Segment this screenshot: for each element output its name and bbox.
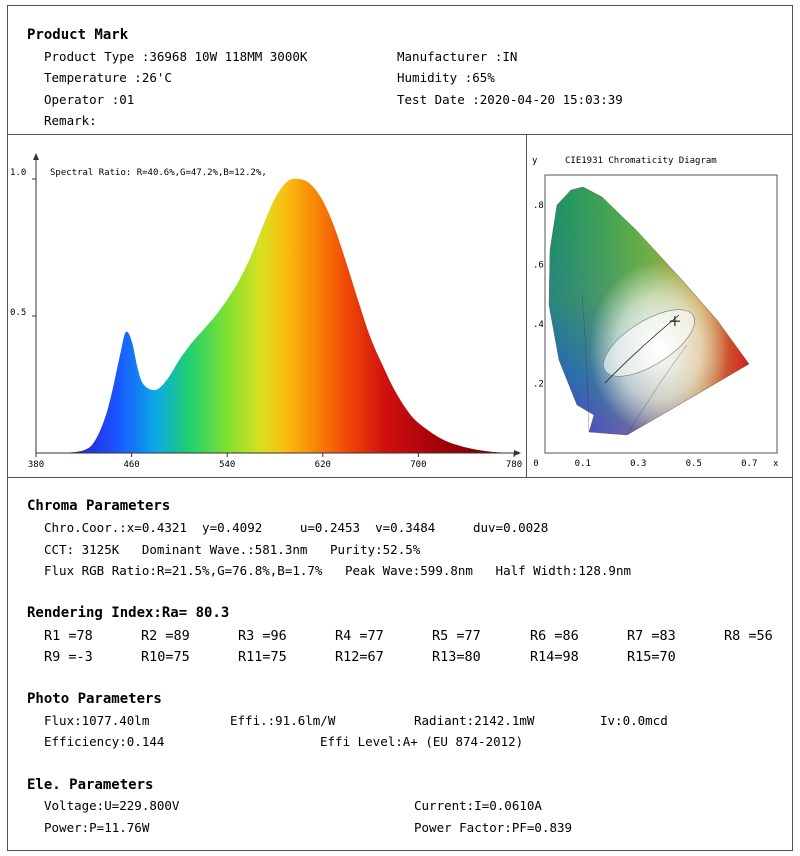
ele-voltage: Voltage:U=229.800V — [44, 798, 180, 813]
x-tick-label: 620 — [315, 460, 331, 470]
rendering-value: R7 =83 — [627, 628, 676, 644]
rendering-value: R3 =96 — [238, 628, 287, 644]
photo-iv: Iv:0.0mcd — [600, 713, 668, 728]
rendering-value: R2 =89 — [141, 628, 190, 644]
report-frame — [7, 5, 793, 851]
ele-title: Ele. Parameters — [27, 777, 154, 793]
y-axis-arrow — [33, 153, 39, 160]
humidity: Humidity :65% — [397, 70, 495, 85]
cie-horseshoe — [548, 186, 750, 436]
rendering-value: R9 =-3 — [44, 649, 93, 665]
chromaticity-point — [669, 316, 680, 327]
x-tick-label: 540 — [219, 460, 235, 470]
chroma-flux-rgb: Flux RGB Ratio:R=21.5%,G=76.8%,B=1.7% Pe… — [44, 563, 631, 578]
y-tick-0-5: 0.5 — [10, 308, 26, 318]
ele-power-factor: Power Factor:PF=0.839 — [414, 820, 573, 835]
product-mark-title: Product Mark — [27, 27, 129, 43]
cie-region-line — [581, 294, 590, 433]
rendering-value: R15=70 — [627, 649, 676, 665]
x-tick-label: 780 — [506, 460, 522, 470]
photo-radiant: Radiant:2142.1mW — [414, 713, 535, 728]
spectral-ratio: Spectral Ratio: R=40.6%,G=47.2%,B=12.2%, — [50, 168, 267, 178]
rendering-value: R10=75 — [141, 649, 190, 665]
cie-y-ticks: .8 .6 .4 .2 — [533, 201, 544, 390]
divider-vertical — [526, 134, 527, 477]
photo-title: Photo Parameters — [27, 691, 162, 707]
manufacturer: Manufacturer :IN — [397, 49, 518, 64]
rendering-value: R13=80 — [432, 649, 481, 665]
cie-region-line — [626, 344, 688, 436]
spectrum-x-ticks: 380 460 540 620 700 780 — [28, 453, 522, 470]
remark: Remark: — [44, 113, 97, 128]
cie-locus-white — [548, 186, 750, 436]
divider-top — [7, 134, 793, 135]
x-tick-label: 700 — [410, 460, 426, 470]
x-tick-label: 460 — [123, 460, 139, 470]
x-tick-label: 380 — [28, 460, 44, 470]
rendering-value: R4 =77 — [335, 628, 384, 644]
cie-y-tick-label: .6 — [533, 260, 544, 270]
photo-efficiency: Efficiency:0.144 — [44, 734, 165, 749]
rendering-value: R8 =56 — [724, 628, 773, 644]
photo-effi: Effi.:91.6lm/W — [230, 713, 336, 728]
product-type: Product Type :36968 10W 118MM 3000K — [44, 49, 308, 64]
ele-power: Power:P=11.76W — [44, 820, 150, 835]
divider-bottom — [7, 477, 793, 478]
spectrum-area — [36, 178, 514, 454]
planckian-locus — [604, 314, 680, 384]
cie-title: CIE1931 Chromaticity Diagram — [565, 156, 717, 166]
cie-x-tick-label: 0.5 — [686, 459, 702, 469]
spectrum-plot-area — [32, 153, 521, 456]
cie-x-tick-label: 0.7 — [741, 459, 757, 469]
photo-flux: Flux:1077.40lm — [44, 713, 150, 728]
rendering-value: R11=75 — [238, 649, 287, 665]
cie-x-label: x — [773, 459, 779, 469]
rendering-value: R12=67 — [335, 649, 384, 665]
cie-x-tick-label: 0.3 — [630, 459, 646, 469]
rendering-value: R6 =86 — [530, 628, 579, 644]
cie-planckian-ellipse — [603, 309, 695, 377]
rendering-value: R1 =78 — [44, 628, 93, 644]
operator: Operator :01 — [44, 92, 135, 107]
cie-chart: y CIE1931 Chromaticity Diagram .8.6.4.2 … — [532, 156, 779, 469]
rendering-value: R14=98 — [530, 649, 579, 665]
cie-y-tick-label: .8 — [533, 201, 544, 211]
cie-y-label: y — [532, 156, 538, 166]
cie-x-ticks: 0 0.1 0.3 0.5 0.7 — [533, 459, 757, 469]
rendering-value: R5 =77 — [432, 628, 481, 644]
photo-effi-level: Effi Level:A+ (EU 874-2012) — [320, 734, 524, 749]
chroma-cct: CCT: 3125K Dominant Wave.:581.3nm Purity… — [44, 542, 421, 557]
temperature: Temperature :26'C — [44, 70, 172, 85]
test-date: Test Date :2020-04-20 15:03:39 — [397, 92, 623, 107]
ele-current: Current:I=0.0610A — [414, 798, 542, 813]
cie-x-tick-label: 0.1 — [575, 459, 591, 469]
chroma-title: Chroma Parameters — [27, 498, 171, 514]
cie-y-tick-label: .2 — [533, 379, 544, 389]
spectrum-chart: 1.0 0.5 Spectral Ratio: R=40.6%,G=47.2%,… — [10, 153, 522, 470]
rendering-title: Rendering Index:Ra= 80.3 — [27, 605, 230, 621]
cie-y-tick-label: .4 — [533, 320, 544, 330]
y-tick-1: 1.0 — [10, 168, 26, 178]
cie-x-tick-label: 0 — [533, 459, 538, 469]
cie-plot-frame — [544, 174, 778, 454]
chroma-coordinates: Chro.Coor.:x=0.4321 y=0.4092 u=0.2453 v=… — [44, 520, 549, 535]
